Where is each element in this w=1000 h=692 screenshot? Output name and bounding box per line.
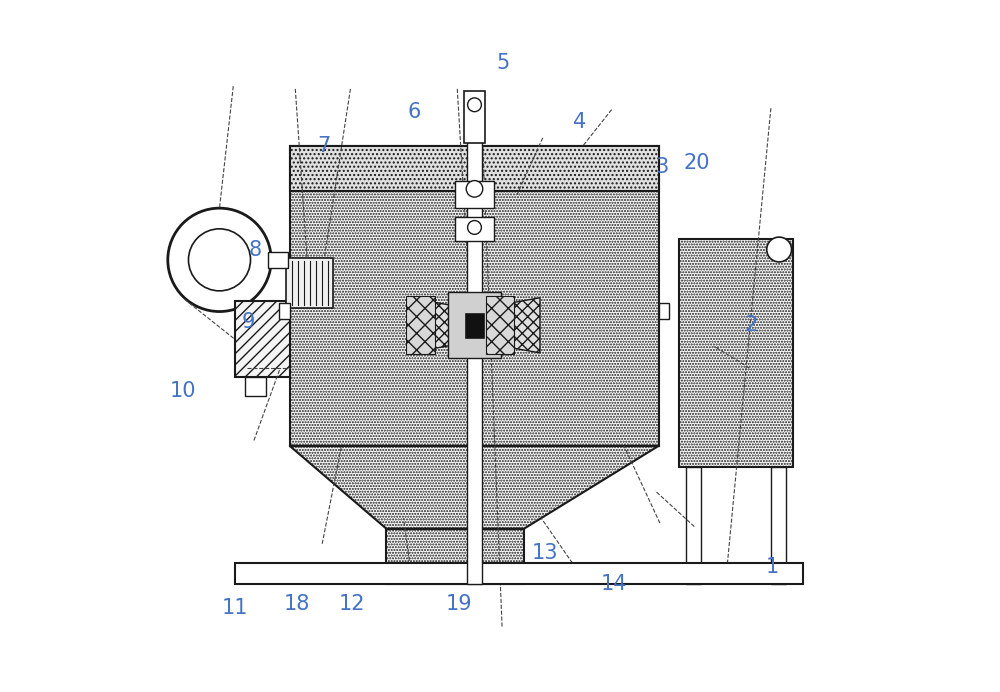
Text: 14: 14 (600, 574, 627, 594)
Bar (771, 466, 786, 584)
Polygon shape (409, 298, 467, 353)
Text: 2: 2 (745, 316, 758, 336)
Text: 13: 13 (532, 543, 558, 563)
Text: 3: 3 (655, 157, 669, 176)
Bar (659, 303, 669, 319)
Circle shape (468, 98, 481, 111)
Bar (286, 259, 333, 308)
Circle shape (767, 237, 792, 262)
Bar (268, 252, 288, 268)
Circle shape (468, 221, 481, 235)
Text: 18: 18 (283, 594, 310, 614)
Bar (464, 91, 485, 143)
Bar (465, 313, 484, 338)
Bar (386, 529, 524, 584)
Bar (679, 239, 793, 466)
Bar (455, 181, 494, 208)
Text: 8: 8 (249, 239, 262, 260)
Text: 7: 7 (318, 136, 331, 156)
Text: 4: 4 (573, 112, 586, 132)
Bar (467, 104, 482, 584)
Text: 6: 6 (407, 102, 421, 122)
Bar (235, 301, 290, 377)
Bar (406, 296, 435, 354)
Polygon shape (482, 298, 540, 353)
Text: 5: 5 (497, 53, 510, 73)
Circle shape (188, 229, 251, 291)
Text: 20: 20 (683, 154, 710, 174)
Circle shape (466, 181, 483, 197)
Text: 9: 9 (242, 312, 255, 332)
Polygon shape (290, 446, 659, 529)
Bar (455, 217, 494, 242)
Text: 11: 11 (221, 598, 248, 618)
Circle shape (752, 565, 769, 583)
Bar (448, 292, 501, 358)
Bar (245, 377, 266, 397)
Bar (486, 296, 514, 354)
Text: 12: 12 (339, 594, 365, 614)
Bar (686, 466, 701, 584)
Text: 10: 10 (170, 381, 196, 401)
Circle shape (168, 208, 271, 311)
Text: 19: 19 (445, 594, 472, 614)
Text: 1: 1 (766, 556, 779, 576)
Bar (279, 303, 290, 319)
Bar (290, 146, 659, 446)
Bar (235, 563, 803, 584)
Bar (290, 146, 659, 191)
